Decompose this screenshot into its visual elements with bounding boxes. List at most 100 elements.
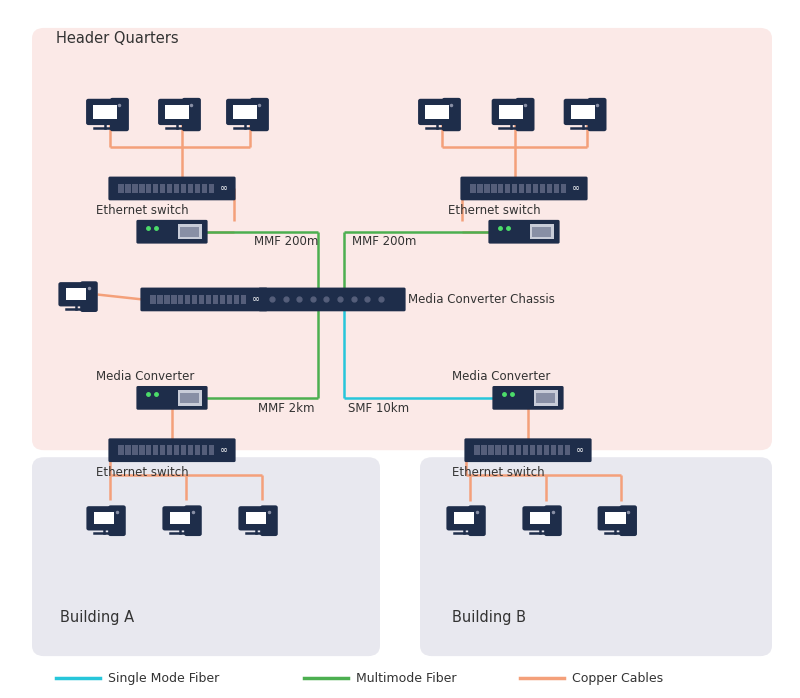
FancyBboxPatch shape — [202, 445, 207, 455]
FancyBboxPatch shape — [498, 184, 503, 193]
FancyBboxPatch shape — [125, 184, 130, 193]
Text: Media Converter: Media Converter — [96, 369, 194, 383]
FancyBboxPatch shape — [171, 295, 177, 304]
FancyBboxPatch shape — [140, 288, 267, 311]
FancyBboxPatch shape — [80, 281, 98, 312]
FancyBboxPatch shape — [493, 386, 563, 410]
FancyBboxPatch shape — [550, 445, 556, 455]
FancyBboxPatch shape — [146, 445, 151, 455]
FancyBboxPatch shape — [470, 184, 475, 193]
FancyBboxPatch shape — [464, 438, 592, 462]
Text: Ethernet switch: Ethernet switch — [452, 466, 545, 479]
FancyBboxPatch shape — [532, 227, 550, 237]
FancyBboxPatch shape — [588, 98, 606, 131]
FancyBboxPatch shape — [166, 105, 189, 119]
FancyBboxPatch shape — [537, 445, 542, 455]
FancyBboxPatch shape — [174, 445, 179, 455]
FancyBboxPatch shape — [153, 184, 158, 193]
FancyBboxPatch shape — [178, 295, 183, 304]
FancyBboxPatch shape — [109, 438, 235, 462]
FancyBboxPatch shape — [530, 224, 554, 239]
FancyBboxPatch shape — [125, 445, 130, 455]
FancyBboxPatch shape — [484, 184, 490, 193]
Text: MMF 200m: MMF 200m — [352, 235, 416, 248]
FancyBboxPatch shape — [492, 99, 530, 125]
Text: Multimode Fiber: Multimode Fiber — [356, 672, 457, 685]
FancyBboxPatch shape — [118, 184, 124, 193]
FancyBboxPatch shape — [619, 505, 637, 536]
FancyBboxPatch shape — [139, 184, 145, 193]
FancyBboxPatch shape — [533, 184, 538, 193]
FancyBboxPatch shape — [246, 512, 266, 524]
FancyBboxPatch shape — [192, 295, 198, 304]
Text: Ethernet switch: Ethernet switch — [96, 466, 189, 479]
FancyBboxPatch shape — [167, 184, 173, 193]
FancyBboxPatch shape — [516, 445, 522, 455]
FancyBboxPatch shape — [167, 445, 173, 455]
FancyBboxPatch shape — [158, 99, 196, 125]
Text: Media Converter Chassis: Media Converter Chassis — [408, 293, 555, 306]
Text: ∞: ∞ — [219, 445, 228, 455]
FancyBboxPatch shape — [32, 28, 772, 450]
FancyBboxPatch shape — [250, 98, 269, 131]
FancyBboxPatch shape — [238, 506, 274, 530]
FancyBboxPatch shape — [58, 282, 94, 306]
Text: ∞: ∞ — [571, 184, 580, 193]
FancyBboxPatch shape — [558, 445, 563, 455]
FancyBboxPatch shape — [491, 184, 497, 193]
FancyBboxPatch shape — [544, 505, 562, 536]
FancyBboxPatch shape — [530, 445, 535, 455]
FancyBboxPatch shape — [523, 445, 528, 455]
FancyBboxPatch shape — [530, 512, 550, 524]
FancyBboxPatch shape — [526, 184, 531, 193]
FancyBboxPatch shape — [505, 184, 510, 193]
FancyBboxPatch shape — [94, 105, 117, 119]
FancyBboxPatch shape — [178, 390, 202, 406]
FancyBboxPatch shape — [206, 295, 211, 304]
Text: SMF 10km: SMF 10km — [348, 402, 409, 415]
FancyBboxPatch shape — [565, 445, 570, 455]
FancyBboxPatch shape — [150, 295, 155, 304]
FancyBboxPatch shape — [446, 506, 482, 530]
FancyBboxPatch shape — [598, 506, 633, 530]
FancyBboxPatch shape — [188, 184, 194, 193]
FancyBboxPatch shape — [426, 105, 449, 119]
FancyBboxPatch shape — [179, 393, 199, 403]
Text: Copper Cables: Copper Cables — [572, 672, 663, 685]
FancyBboxPatch shape — [258, 288, 406, 311]
FancyBboxPatch shape — [519, 184, 525, 193]
FancyBboxPatch shape — [454, 512, 474, 524]
FancyBboxPatch shape — [540, 184, 546, 193]
FancyBboxPatch shape — [516, 98, 534, 131]
FancyBboxPatch shape — [32, 457, 380, 656]
FancyBboxPatch shape — [522, 506, 558, 530]
FancyBboxPatch shape — [136, 220, 208, 244]
Text: Media Converter: Media Converter — [452, 369, 550, 383]
FancyBboxPatch shape — [118, 445, 124, 455]
FancyBboxPatch shape — [153, 445, 158, 455]
FancyBboxPatch shape — [86, 99, 124, 125]
FancyBboxPatch shape — [461, 177, 587, 200]
FancyBboxPatch shape — [132, 184, 138, 193]
FancyBboxPatch shape — [202, 184, 207, 193]
FancyBboxPatch shape — [561, 184, 566, 193]
FancyBboxPatch shape — [509, 445, 514, 455]
FancyBboxPatch shape — [170, 512, 190, 524]
FancyBboxPatch shape — [157, 295, 162, 304]
FancyBboxPatch shape — [188, 445, 194, 455]
FancyBboxPatch shape — [468, 505, 486, 536]
FancyBboxPatch shape — [512, 184, 518, 193]
Text: Building A: Building A — [60, 610, 134, 625]
FancyBboxPatch shape — [420, 457, 772, 656]
FancyBboxPatch shape — [488, 445, 494, 455]
FancyBboxPatch shape — [132, 445, 138, 455]
FancyBboxPatch shape — [86, 506, 122, 530]
FancyBboxPatch shape — [226, 99, 264, 125]
FancyBboxPatch shape — [220, 295, 226, 304]
FancyBboxPatch shape — [199, 295, 205, 304]
Text: MMF 200m: MMF 200m — [254, 235, 318, 248]
FancyBboxPatch shape — [502, 445, 507, 455]
FancyBboxPatch shape — [495, 445, 501, 455]
Text: Building B: Building B — [452, 610, 526, 625]
FancyBboxPatch shape — [66, 288, 86, 300]
